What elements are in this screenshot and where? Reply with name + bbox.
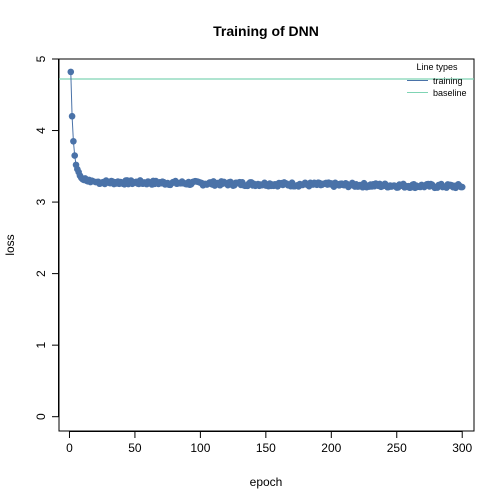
legend-title: Line types — [416, 62, 458, 72]
y-tick-label: 4 — [34, 127, 48, 134]
training-point — [68, 112, 76, 120]
x-axis: 0 50 100 150 200 250 300 — [66, 431, 473, 455]
training-point — [458, 183, 466, 191]
training-point — [71, 152, 79, 159]
y-tick-label: 1 — [34, 341, 48, 348]
x-tick-label: 0 — [66, 441, 73, 455]
y-tick-label: 5 — [34, 55, 48, 62]
y-tick-label: 2 — [34, 270, 48, 277]
plot-frame — [58, 58, 475, 432]
x-tick-label: 150 — [256, 441, 276, 455]
chart-title: Training of DNN — [213, 23, 319, 39]
training-line — [70, 71, 463, 189]
x-axis-title: epoch — [250, 475, 283, 489]
y-tick-label: 0 — [34, 413, 48, 420]
x-tick-label: 100 — [190, 441, 210, 455]
legend-label-baseline: baseline — [433, 88, 467, 98]
training-series — [67, 68, 466, 192]
x-tick-label: 300 — [452, 441, 472, 455]
training-point — [70, 137, 77, 145]
legend-label-training: training — [433, 76, 463, 86]
y-axis: 0 1 2 3 4 5 — [34, 55, 59, 420]
x-tick-label: 50 — [128, 441, 142, 455]
legend: Line types training baseline — [407, 62, 467, 98]
y-axis-title: loss — [3, 234, 17, 255]
x-tick-label: 250 — [387, 441, 407, 455]
training-point — [67, 68, 75, 76]
y-tick-label: 3 — [34, 198, 48, 205]
x-tick-label: 200 — [321, 441, 341, 455]
